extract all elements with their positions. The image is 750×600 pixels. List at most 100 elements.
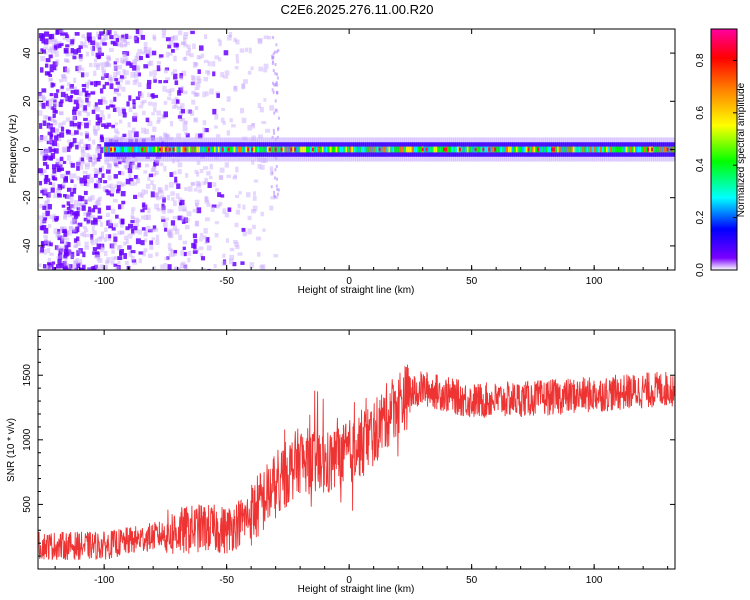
spectrogram-cell	[113, 34, 119, 40]
spectrogram-cell	[95, 171, 100, 176]
spectrogram-cell	[165, 134, 170, 141]
spectrogram-cell	[149, 135, 155, 139]
spectrogram-cell	[277, 128, 280, 132]
spectrogram-cell	[366, 146, 370, 153]
spectrogram-cell	[65, 52, 70, 57]
spectrogram-cell	[633, 146, 637, 153]
spectrogram-cell	[82, 87, 86, 93]
spectrogram-cell	[45, 58, 51, 63]
spectrogram-cell	[117, 92, 122, 97]
spectrogram-cell	[113, 65, 117, 72]
spectrogram-cell	[242, 204, 246, 210]
spectrogram-cell	[73, 184, 77, 190]
spectrogram-cell	[49, 34, 55, 40]
spectrogram-cell	[94, 254, 99, 259]
spectrogram-cell	[63, 212, 68, 218]
spectrogram-cell	[175, 99, 180, 104]
spectrogram-cell	[56, 267, 61, 270]
spectrogram-cell	[212, 108, 217, 115]
spectrogram-cell	[185, 50, 191, 56]
spectrogram-cell	[182, 34, 188, 40]
spectrogram-cell	[111, 124, 115, 128]
spectrogram-cell	[119, 119, 123, 124]
spectrogram-cell	[137, 229, 142, 235]
spectrogram-cell	[109, 193, 114, 197]
spectrogram-cell	[78, 64, 82, 70]
spectrogram-cell	[213, 146, 217, 153]
spectrogram-cell	[77, 110, 82, 117]
spectrogram-cell	[100, 231, 105, 237]
spectrogram-cell	[66, 264, 71, 270]
spectrogram-cell	[54, 38, 58, 43]
spectrogram-cell	[90, 177, 94, 183]
spectrogram-ytick-label: -20	[22, 190, 33, 205]
spectrogram-cell	[195, 203, 199, 207]
spectrogram-cell	[94, 102, 98, 107]
spectrogram-cell	[64, 58, 68, 63]
spectrogram-cell	[492, 146, 496, 153]
spectrogram-cell	[186, 211, 192, 217]
spectrogram-cell	[151, 146, 155, 153]
spectrogram-cell	[99, 134, 104, 139]
spectrogram-cell	[87, 267, 92, 270]
spectrogram-cell	[60, 91, 66, 98]
spectrogram-cell	[122, 52, 126, 58]
spectrogram-cell	[272, 60, 275, 64]
spectrogram-cell	[95, 121, 101, 126]
colorbar-ticks: 0.00.20.40.60.8	[695, 53, 737, 277]
spectrogram-cell	[152, 184, 157, 191]
spectrogram-cell	[101, 96, 106, 103]
spectrogram-cell	[98, 177, 103, 183]
spectrogram-cell	[480, 146, 484, 153]
spectrogram-cell	[109, 35, 114, 40]
spectrogram-cell	[83, 117, 88, 122]
spectrogram-cell	[194, 62, 199, 67]
spectrogram-cell	[65, 34, 69, 39]
spectrogram-cell	[178, 87, 183, 93]
spectrogram-cell	[54, 50, 59, 57]
spectrogram-cell	[182, 90, 188, 95]
spectrogram-cell	[194, 146, 198, 153]
spectrogram-cell	[177, 169, 182, 175]
spectrogram-cell	[185, 133, 190, 138]
spectrogram-cell	[111, 249, 115, 254]
spectrogram-cell	[272, 90, 275, 94]
spectrogram-cell	[187, 48, 191, 52]
spectrogram-cell	[296, 146, 300, 153]
spectrogram-cell	[275, 164, 278, 168]
spectrogram-cell	[249, 146, 253, 153]
spectrogram-cell	[63, 241, 68, 246]
spectrogram-cell	[177, 90, 182, 96]
snr-ytick-label: 1000	[22, 428, 33, 451]
spectrogram-cell	[95, 42, 101, 49]
spectrogram-cell	[168, 40, 174, 46]
spectrogram-cell	[176, 183, 181, 189]
spectrogram-cell	[69, 192, 74, 197]
spectrogram-cell	[133, 146, 137, 153]
spectrogram-cell	[62, 260, 67, 266]
spectrogram-cell	[121, 200, 126, 205]
spectrogram-cell	[44, 71, 50, 76]
spectrogram-cell	[166, 89, 171, 93]
spectrogram-cell	[173, 268, 177, 270]
spectrogram-cell	[171, 98, 176, 104]
spectrogram-cell	[45, 213, 49, 219]
spectrogram-cell	[258, 146, 262, 153]
spectrogram-cell	[86, 212, 91, 217]
spectrogram-cell	[60, 173, 64, 179]
spectrogram-cell	[66, 146, 71, 152]
spectrogram-cell	[114, 122, 119, 126]
spectrogram-cell	[191, 81, 196, 86]
spectrogram-cell	[97, 207, 102, 214]
spectrogram-cell	[123, 253, 127, 259]
spectrogram-cell	[276, 135, 279, 139]
spectrogram-cell	[224, 70, 230, 76]
spectrogram-cell	[106, 205, 111, 211]
spectrogram-cell	[85, 81, 89, 88]
spectrogram-cell	[221, 260, 227, 266]
spectrogram-cell	[51, 182, 56, 188]
spectrogram-cell	[168, 228, 173, 233]
spectrogram-cell	[69, 264, 73, 268]
snr-frame	[37, 329, 676, 570]
spectrogram-cell	[243, 146, 247, 153]
